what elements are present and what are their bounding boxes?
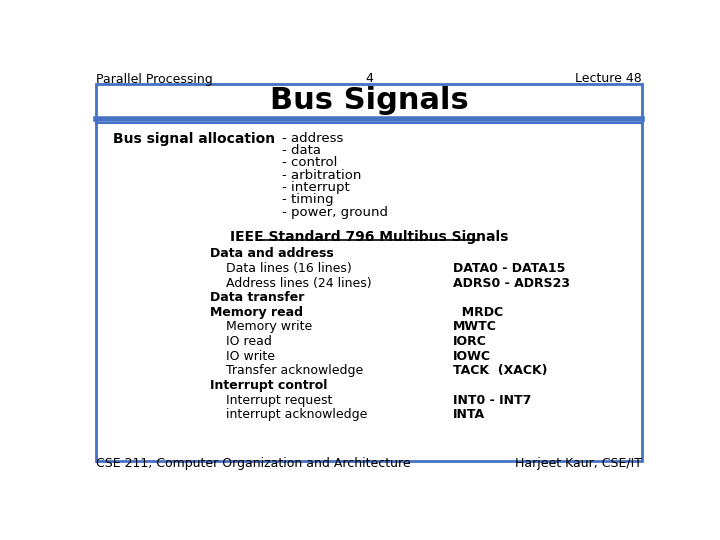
Text: Data lines (16 lines): Data lines (16 lines) — [225, 262, 351, 275]
Text: - timing: - timing — [282, 193, 334, 206]
Text: Harjeet Kaur, CSE/IT: Harjeet Kaur, CSE/IT — [515, 457, 642, 470]
Text: IO write: IO write — [225, 350, 274, 363]
Text: - control: - control — [282, 157, 338, 170]
Text: Data and address: Data and address — [210, 247, 334, 260]
Text: Lecture 48: Lecture 48 — [575, 72, 642, 85]
Text: MWTC: MWTC — [453, 320, 497, 333]
Text: MRDC: MRDC — [453, 306, 503, 319]
Text: - address: - address — [282, 132, 343, 145]
Text: interrupt acknowledge: interrupt acknowledge — [225, 408, 367, 421]
Text: TACK  (XACK): TACK (XACK) — [453, 364, 547, 377]
Text: Bus signal allocation: Bus signal allocation — [113, 132, 275, 146]
Text: Memory read: Memory read — [210, 306, 303, 319]
Text: Transfer acknowledge: Transfer acknowledge — [225, 364, 363, 377]
Text: INTA: INTA — [453, 408, 485, 421]
Text: Interrupt request: Interrupt request — [225, 394, 332, 407]
Text: Address lines (24 lines): Address lines (24 lines) — [225, 276, 372, 289]
Text: Data transfer: Data transfer — [210, 291, 305, 304]
Text: - arbitration: - arbitration — [282, 168, 361, 182]
Text: Memory write: Memory write — [225, 320, 312, 333]
Text: IEEE Standard 796 Multibus Signals: IEEE Standard 796 Multibus Signals — [230, 231, 508, 244]
Text: INT0 - INT7: INT0 - INT7 — [453, 394, 531, 407]
Text: CSE 211, Computer Organization and Architecture: CSE 211, Computer Organization and Archi… — [96, 457, 411, 470]
Text: IOWC: IOWC — [453, 350, 491, 363]
Text: DATA0 - DATA15: DATA0 - DATA15 — [453, 262, 565, 275]
Text: - interrupt: - interrupt — [282, 181, 350, 194]
Text: 4: 4 — [365, 72, 373, 85]
Text: Parallel Processing: Parallel Processing — [96, 72, 213, 85]
Text: - data: - data — [282, 144, 321, 157]
Text: IO read: IO read — [225, 335, 271, 348]
Text: ADRS0 - ADRS23: ADRS0 - ADRS23 — [453, 276, 570, 289]
Text: - power, ground: - power, ground — [282, 206, 388, 219]
Text: IORC: IORC — [453, 335, 487, 348]
Text: Bus Signals: Bus Signals — [269, 86, 469, 114]
Text: Interrupt control: Interrupt control — [210, 379, 328, 392]
